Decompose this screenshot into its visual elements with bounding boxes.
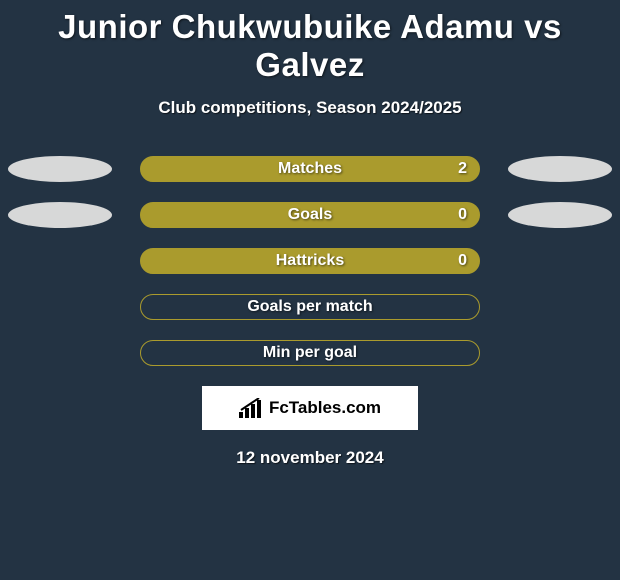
stat-bar: Goals per match [140,294,480,320]
stat-label: Goals [288,206,332,224]
stat-row: Min per goal [0,340,620,366]
page-subtitle: Club competitions, Season 2024/2025 [0,98,620,118]
badge-text: FcTables.com [269,398,381,418]
stat-value: 0 [458,206,467,224]
stat-value: 2 [458,160,467,178]
right-value-ellipse [508,156,612,182]
stat-row: Matches 2 [0,156,620,182]
date-text: 12 november 2024 [0,448,620,468]
left-value-ellipse [8,202,112,228]
stat-bar: Hattricks 0 [140,248,480,274]
left-value-ellipse [8,156,112,182]
stat-rows: Matches 2 Goals 0 Hattricks 0 Goals per … [0,156,620,366]
stat-bar: Matches 2 [140,156,480,182]
chart-icon [239,398,263,418]
stat-bar: Goals 0 [140,202,480,228]
stat-row: Hattricks 0 [0,248,620,274]
stat-row: Goals 0 [0,202,620,228]
stat-label: Min per goal [263,344,357,362]
stat-bar: Min per goal [140,340,480,366]
stat-label: Hattricks [276,252,344,270]
page-title: Junior Chukwubuike Adamu vs Galvez [0,0,620,84]
stat-label: Goals per match [247,298,372,316]
stat-row: Goals per match [0,294,620,320]
right-value-ellipse [508,202,612,228]
source-badge: FcTables.com [202,386,418,430]
stat-label: Matches [278,160,342,178]
stat-value: 0 [458,252,467,270]
